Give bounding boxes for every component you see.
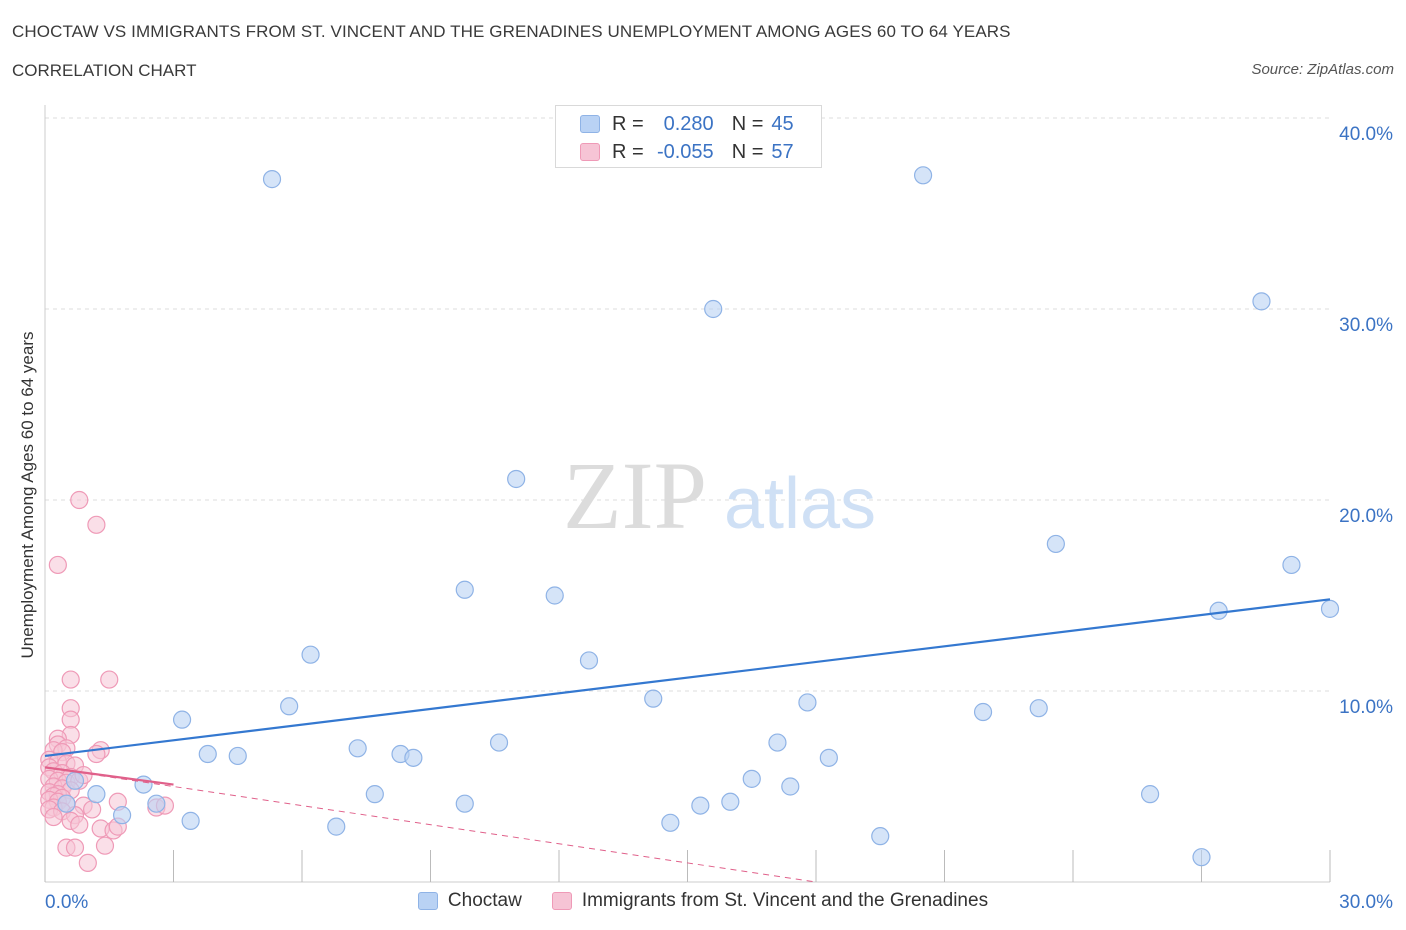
blue-point xyxy=(112,806,132,825)
y-tick-label: 30.0% xyxy=(1339,315,1393,336)
blue-point xyxy=(489,733,509,752)
blue-point xyxy=(768,733,787,752)
blue-point xyxy=(798,693,817,712)
legend-swatch-blue xyxy=(580,115,600,133)
blue-point xyxy=(742,769,761,788)
blue-point xyxy=(228,746,247,766)
y-tick-label: 10.0% xyxy=(1339,697,1393,718)
blue-point xyxy=(691,796,710,815)
watermark-atlas: atlas xyxy=(724,464,876,544)
blue-point xyxy=(181,811,200,830)
pink-point xyxy=(100,670,119,689)
blue-point xyxy=(871,827,890,846)
blue-point xyxy=(198,744,217,764)
legend-r-value: -0.055 xyxy=(656,140,714,163)
blue-point xyxy=(507,469,526,489)
legend-swatch-pink xyxy=(551,892,572,910)
blue-point xyxy=(579,651,599,670)
legend-n-value: 45 xyxy=(771,112,794,135)
legend-swatch-blue xyxy=(417,892,438,910)
blue-point xyxy=(455,794,474,813)
pink-trend-line xyxy=(44,766,174,786)
blue-point xyxy=(280,697,299,716)
blue-point xyxy=(65,771,85,790)
watermark-zip: ZIP xyxy=(563,442,707,549)
pink-point xyxy=(70,815,89,834)
pink-point xyxy=(61,710,80,729)
blue-point xyxy=(913,166,933,185)
pink-point xyxy=(78,853,97,873)
legend-r-label: R = xyxy=(612,112,644,135)
x-tick-label: 30.0% xyxy=(1339,892,1393,913)
legend-r-label: R = xyxy=(612,140,644,163)
blue-point xyxy=(661,813,680,832)
blue-point xyxy=(704,299,723,319)
pink-point xyxy=(95,836,115,855)
legend-row-immigrants: R = -0.055 N = 57 xyxy=(580,141,794,163)
blue-point xyxy=(301,645,320,664)
legend-swatch-pink xyxy=(580,143,600,161)
blue-point xyxy=(87,785,106,804)
tick-labels: 10.0% 20.0% 30.0% 40.0% 0.0% 30.0% xyxy=(45,124,1393,913)
pink-point xyxy=(61,670,80,689)
blue-point xyxy=(973,702,993,722)
blue-trend-line xyxy=(44,598,1331,758)
blue-point xyxy=(172,710,192,729)
blue-point xyxy=(1320,599,1340,618)
blue-point xyxy=(1282,555,1301,575)
pink-point xyxy=(65,838,85,857)
pink-point xyxy=(70,490,89,510)
blue-point xyxy=(1029,699,1048,718)
blue-point xyxy=(781,777,800,796)
blue-point xyxy=(1046,534,1065,554)
grid-lines xyxy=(45,117,1330,692)
blue-point xyxy=(365,785,384,804)
legend-row-choctaw: R = 0.280 N = 45 xyxy=(580,113,794,135)
pink-point xyxy=(87,515,106,534)
legend-n-label: N = xyxy=(731,140,764,163)
legend-n-label: N = xyxy=(731,112,764,135)
blue-point xyxy=(1252,292,1271,311)
blue-point xyxy=(262,170,282,189)
blue-point xyxy=(455,580,474,599)
blue-point xyxy=(348,739,367,758)
pink-trend-extension xyxy=(44,766,817,883)
pink-point xyxy=(48,555,67,575)
pink-point xyxy=(83,800,102,819)
blue-point xyxy=(1192,848,1211,867)
series-legend: Choctaw Immigrants from St. Vincent and … xyxy=(0,890,1406,912)
source-label: Source: ZipAtlas.com xyxy=(1251,61,1394,78)
legend-label-immigrants: Immigrants from St. Vincent and the Gren… xyxy=(581,890,989,911)
blue-point xyxy=(57,794,76,813)
blue-point xyxy=(404,748,423,767)
chart-subtitle: CORRELATION CHART xyxy=(12,61,197,80)
blue-point xyxy=(134,775,153,794)
legend-label-choctaw: Choctaw xyxy=(447,890,522,911)
blue-point xyxy=(1140,785,1160,804)
blue-point xyxy=(1209,601,1228,620)
blue-point xyxy=(147,794,166,813)
legend-item-choctaw: Choctaw xyxy=(417,890,522,912)
blue-series-points xyxy=(57,166,1340,867)
blue-point xyxy=(644,689,663,708)
legend-n-value: 57 xyxy=(771,140,794,163)
pink-point xyxy=(44,807,63,827)
blue-point xyxy=(545,586,564,605)
chart-title: CHOCTAW VS IMMIGRANTS FROM ST. VINCENT A… xyxy=(12,22,1011,41)
y-axis-label: Unemployment Among Ages 60 to 64 years xyxy=(18,331,37,659)
legend-r-value: 0.280 xyxy=(663,112,714,135)
legend-item-immigrants: Immigrants from St. Vincent and the Gren… xyxy=(551,890,989,912)
blue-point xyxy=(327,817,346,836)
trend-lines xyxy=(44,598,1331,883)
x-tick-label: 0.0% xyxy=(45,892,88,913)
y-tick-label: 20.0% xyxy=(1339,506,1393,527)
blue-point xyxy=(819,748,838,767)
stats-legend: R = 0.280 N = 45 R = -0.055 N = 57 xyxy=(555,105,822,168)
y-tick-label: 40.0% xyxy=(1339,124,1393,145)
pink-series-points xyxy=(40,490,175,873)
blue-point xyxy=(721,792,740,811)
